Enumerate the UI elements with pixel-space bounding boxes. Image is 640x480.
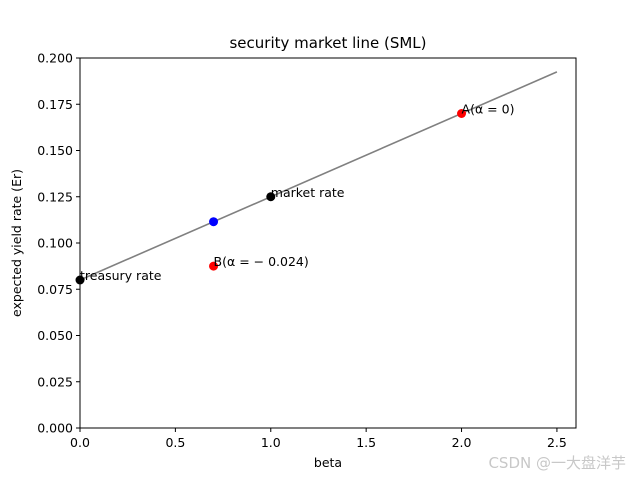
data-point: [75, 275, 85, 285]
annotation-label: market rate: [271, 185, 345, 200]
x-tick-label: 0.0: [70, 435, 90, 450]
y-tick-label: 0.025: [37, 374, 73, 389]
y-tick-label: 0.050: [37, 328, 73, 343]
y-axis-label: expected yield rate (Er): [9, 169, 24, 317]
x-tick-label: 1.5: [356, 435, 376, 450]
y-tick-label: 0.175: [37, 97, 73, 112]
y-tick-label: 0.200: [37, 51, 73, 66]
x-axis-label: beta: [314, 455, 342, 470]
sml-series: [75, 71, 558, 285]
y-tick-label: 0.100: [37, 236, 73, 251]
x-tick-label: 0.5: [165, 435, 185, 450]
x-tick-label: 2.0: [452, 435, 472, 450]
y-tick-label: 0.150: [37, 143, 73, 158]
data-point: [209, 217, 219, 227]
watermark-text: CSDN @一大盘洋芋: [488, 454, 626, 472]
data-point: [457, 109, 467, 118]
y-axis-ticks: 0.000 0.025 0.050 0.075 0.100 0.125 0.150 0.175…: [37, 51, 80, 436]
data-point: [266, 192, 276, 202]
annotation-label: B(α = − 0.024): [214, 254, 309, 269]
y-tick-label: 0.125: [37, 189, 73, 204]
x-tick-label: 1.0: [261, 435, 281, 450]
annotation-label: treasury rate: [80, 268, 162, 283]
y-tick-label: 0.000: [37, 421, 73, 436]
data-point: [209, 261, 219, 271]
annotation-label: A(α = 0): [462, 102, 515, 117]
chart-title: security market line (SML): [229, 34, 426, 52]
sml-line: [79, 71, 558, 281]
point-annotations: treasury rate market rate A(α = 0) B(α = − …: [80, 102, 514, 284]
x-tick-label: 2.5: [547, 435, 567, 450]
x-axis-ticks: 0.0 0.5 1.0 1.5 2.0 2.5: [70, 428, 567, 450]
y-tick-label: 0.075: [37, 282, 73, 297]
